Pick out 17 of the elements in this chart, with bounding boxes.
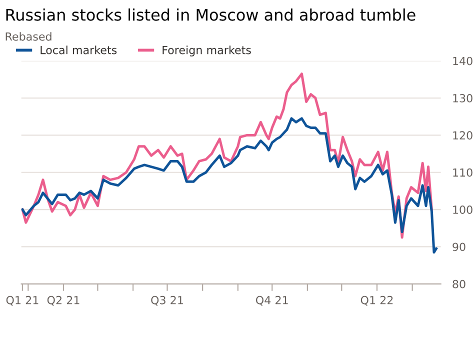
y-tick-label: 80 <box>452 280 466 288</box>
y-tick-label: 110 <box>453 168 472 177</box>
y-tick-label: 120 <box>453 131 472 140</box>
legend-label: Foreign markets <box>162 46 251 56</box>
y-tick-label: 140 <box>453 56 472 66</box>
chart-subtitle: Rebased <box>6 32 52 41</box>
y-tick-label: 130 <box>453 94 472 102</box>
x-tick-label: Q1 21 <box>6 296 38 306</box>
chart-title: Russian stocks listed in Moscow and abroad tumble <box>6 8 416 21</box>
legend-label: Local markets <box>40 46 117 54</box>
x-tick-label: Q2 21 <box>47 296 80 306</box>
x-tick-label: Q1 22 <box>360 296 393 306</box>
line-series <box>21 117 438 254</box>
y-tick-label: 100 <box>453 206 472 214</box>
x-tick-label: Q4 21 <box>256 296 288 306</box>
x-tick-label: Q3 21 <box>151 296 183 306</box>
y-tick-label: 90 <box>452 242 466 252</box>
